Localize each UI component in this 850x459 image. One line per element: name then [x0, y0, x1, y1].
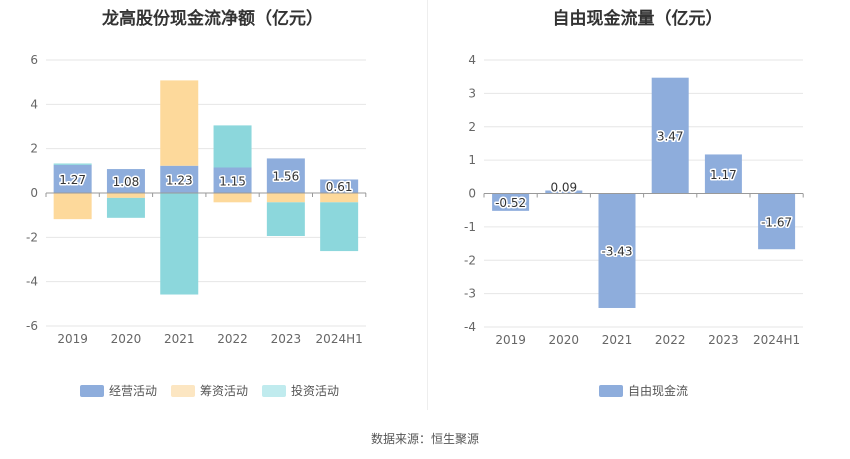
y-tick-label: 1: [468, 153, 476, 167]
data-label: -1.67: [761, 215, 792, 229]
y-tick-label: -4: [26, 275, 38, 289]
bar-operating: [213, 167, 252, 193]
legend-swatch-free-cashflow: [599, 384, 623, 397]
bar-free-cashflow: [598, 193, 636, 308]
legend-item-investing[interactable]: 投资活动: [262, 382, 339, 399]
y-tick-label: 0: [468, 187, 476, 201]
data-label: 1.08: [113, 175, 140, 189]
data-label: 1.15: [219, 174, 246, 188]
legend-label-operating: 经营活动: [109, 384, 158, 398]
bar-financing: [53, 193, 92, 220]
x-tick-label: 2020: [549, 333, 580, 347]
bar-investing: [213, 125, 252, 168]
y-tick-label: 0: [30, 186, 38, 200]
data-label: 3.47: [657, 130, 684, 144]
bar-investing: [53, 163, 92, 165]
bar-financing: [213, 193, 252, 203]
y-tick-label: -2: [26, 230, 38, 244]
x-tick-label: 2024H1: [316, 332, 363, 346]
y-tick-label: 2: [468, 120, 476, 134]
y-tick-label: -1: [464, 220, 476, 234]
y-tick-label: -6: [26, 319, 38, 333]
y-tick-label: -4: [464, 320, 476, 334]
x-tick-label: 2020: [111, 332, 142, 346]
y-tick-label: 4: [30, 97, 38, 111]
data-label: 1.23: [166, 173, 193, 187]
data-label: 1.17: [710, 168, 737, 182]
bar-financing: [160, 80, 199, 166]
bar-free-cashflow: [492, 193, 530, 211]
y-tick-label: 6: [30, 53, 38, 67]
bar-financing: [320, 193, 359, 203]
chart-divider: [427, 0, 428, 410]
bar-investing: [160, 193, 199, 295]
y-tick-label: 3: [468, 86, 476, 100]
x-tick-label: 2021: [164, 332, 195, 346]
bar-operating: [106, 169, 145, 193]
chart-title-free-cashflow: 自由现金流量（亿元）: [552, 9, 723, 29]
x-tick-label: 2022: [217, 332, 248, 346]
data-label: 1.27: [59, 173, 86, 187]
legend-swatch-investing: [262, 384, 287, 397]
y-tick-label: -3: [464, 287, 476, 301]
x-tick-label: 2021: [602, 333, 633, 347]
legend-label-financing: 筹资活动: [200, 384, 249, 398]
legend-label-free-cashflow: 自由现金流: [628, 384, 689, 398]
bar-investing: [266, 202, 305, 237]
bar-financing: [266, 193, 305, 203]
bar-investing: [106, 197, 145, 218]
legend-item-operating[interactable]: 经营活动: [80, 382, 157, 399]
data-label: 0.61: [326, 180, 353, 194]
bar-investing: [320, 202, 359, 252]
x-tick-label: 2024H1: [753, 333, 800, 347]
bar-free-cashflow: [545, 190, 583, 194]
legend-item-free-cashflow[interactable]: 自由现金流: [599, 382, 688, 399]
bar-operating: [320, 179, 359, 193]
data-label: -0.52: [495, 196, 526, 210]
bar-operating: [266, 158, 305, 193]
data-label: 0.09: [550, 181, 577, 195]
x-tick-label: 2023: [271, 332, 302, 346]
bar-operating: [160, 165, 199, 193]
x-tick-label: 2023: [708, 333, 739, 347]
bar-free-cashflow: [704, 154, 742, 194]
x-tick-label: 2019: [57, 332, 88, 346]
x-tick-label: 2022: [655, 333, 686, 347]
bar-operating: [53, 164, 92, 193]
x-tick-label: 2019: [495, 333, 526, 347]
legend-swatch-financing: [171, 384, 196, 397]
legend-label-investing: 投资活动: [291, 384, 340, 398]
data-source-note: 数据来源：恒生聚源: [370, 432, 479, 446]
bar-financing: [106, 193, 145, 198]
bar-free-cashflow: [651, 77, 689, 194]
y-tick-label: 2: [30, 142, 38, 156]
data-label: -3.43: [601, 245, 632, 259]
bar-free-cashflow: [758, 193, 796, 250]
data-label: 1.56: [272, 170, 299, 184]
chart-title-cashflow-net: 龙高股份现金流净额（亿元）: [102, 9, 323, 29]
y-tick-label: -2: [464, 253, 476, 267]
legend-swatch-operating: [80, 384, 104, 397]
legend-free-cashflow: 自由现金流: [599, 382, 688, 399]
y-tick-label: 4: [468, 53, 476, 67]
legend-cashflow-net: 经营活动 筹资活动 投资活动: [80, 382, 339, 399]
legend-item-financing[interactable]: 筹资活动: [171, 382, 248, 399]
